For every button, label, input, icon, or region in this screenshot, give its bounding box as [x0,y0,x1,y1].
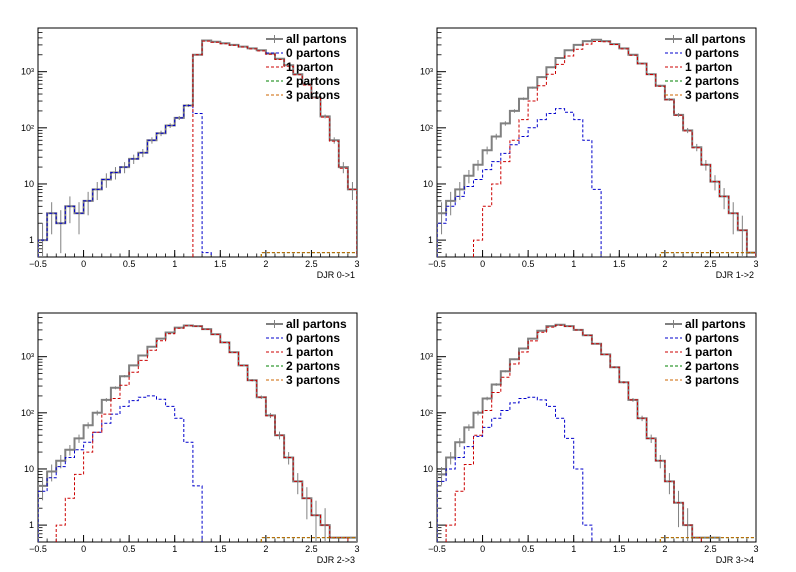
legend-label: 0 partons [286,46,340,60]
plot-frame [436,27,757,258]
y-tick-label: 10³ [420,352,433,362]
x-tick-label: −0.5 [428,544,446,554]
legend-label: 3 partons [685,373,739,387]
series-line-0-partons [38,395,203,542]
x-tick-label: 1.5 [613,259,626,269]
x-tick-label: 0 [480,544,485,554]
y-tick-label: 1 [428,520,433,530]
chart-panel-1: −0.5 0 0.5 1 1.5 2 2.5 3 1 10 10² 10³ DJR 0->1 all pa… [21,27,360,280]
chart-panel-2: −0.5 0 0.5 1 1.5 2 2.5 3 1 10 10² 10³ DJR 1->2 all pa… [420,27,759,280]
x-tick-label: −0.5 [29,259,47,269]
chart-panel-4: −0.5 0 0.5 1 1.5 2 2.5 3 1 10 10² 10³ DJR 3->4 all pa… [420,312,759,565]
legend-label: 3 partons [286,373,340,387]
x-tick-label: 0 [81,259,86,269]
x-tick-label: 2.5 [704,259,717,269]
plot-frame [37,312,358,543]
legend-label: 1 parton [685,60,732,74]
plot-frame [436,312,757,543]
series-line-1-parton [445,324,702,542]
x-tick-label: 1 [571,259,576,269]
legend-label: all partons [685,32,746,46]
legend-label: 2 partons [286,74,340,88]
x-axis-title: DJR 0->1 [317,270,355,280]
x-tick-label: 3 [354,544,359,554]
x-tick-label: 1.5 [613,544,626,554]
x-tick-label: 2 [263,259,268,269]
y-tick-label: 10 [24,179,34,189]
plot-frame [37,27,358,258]
series-line-1-parton [473,41,756,257]
series-line-0-partons [437,396,593,542]
y-tick-label: 10² [21,408,34,418]
legend-label: 3 partons [685,88,739,102]
y-tick-label: 10² [420,408,433,418]
y-tick-label: 10³ [21,352,34,362]
legend-label: 1 parton [286,60,333,74]
y-tick-label: 10³ [21,67,34,77]
x-tick-label: 3 [753,544,758,554]
y-tick-label: 1 [29,520,34,530]
x-tick-label: 2 [662,544,667,554]
x-tick-label: 2 [263,544,268,554]
x-tick-label: 0.5 [123,544,136,554]
y-tick-label: 1 [428,235,433,245]
legend-label: 0 partons [685,331,739,345]
x-axis-title: DJR 1->2 [716,270,754,280]
x-tick-label: 3 [354,259,359,269]
y-tick-label: 10² [420,123,433,133]
y-tick-label: 10 [24,464,34,474]
legend-label: 1 parton [286,345,333,359]
x-axis-title: DJR 2->3 [317,555,355,565]
y-tick-label: 10³ [420,67,433,77]
y-tick-label: 10 [423,464,433,474]
y-tick-label: 1 [29,235,34,245]
legend-label: 1 parton [685,345,732,359]
x-tick-label: 0 [480,259,485,269]
x-tick-label: 2 [662,259,667,269]
legend-label: all partons [685,317,746,331]
legend-label: all partons [286,317,347,331]
x-tick-label: −0.5 [29,544,47,554]
legend-label: 2 partons [685,74,739,88]
legend-label: 0 partons [286,331,340,345]
x-tick-label: 0.5 [522,544,535,554]
x-tick-label: 1.5 [214,259,227,269]
x-tick-label: 1 [172,544,177,554]
x-tick-label: 0 [81,544,86,554]
legend-label: 2 partons [685,359,739,373]
x-tick-label: 3 [753,259,758,269]
x-tick-label: 0.5 [522,259,535,269]
series-line-1-parton [55,325,349,542]
x-tick-label: 0.5 [123,259,136,269]
series-line-all-partons [437,323,721,542]
chart-panel-3: −0.5 0 0.5 1 1.5 2 2.5 3 1 10 10² 10³ DJR 2->3 all pa… [21,312,360,565]
x-tick-label: −0.5 [428,259,446,269]
x-tick-label: 2.5 [305,544,318,554]
legend-label: 0 partons [685,46,739,60]
legend-label: all partons [286,32,347,46]
x-tick-label: 1.5 [214,544,227,554]
x-tick-label: 2.5 [704,544,717,554]
series-line-0-partons [38,105,212,257]
x-axis-title: DJR 3->4 [716,555,754,565]
y-tick-label: 10 [423,179,433,189]
x-tick-label: 2.5 [305,259,318,269]
x-tick-label: 1 [172,259,177,269]
legend-label: 3 partons [286,88,340,102]
y-tick-label: 10² [21,123,34,133]
legend-label: 2 partons [286,359,340,373]
x-tick-label: 1 [571,544,576,554]
